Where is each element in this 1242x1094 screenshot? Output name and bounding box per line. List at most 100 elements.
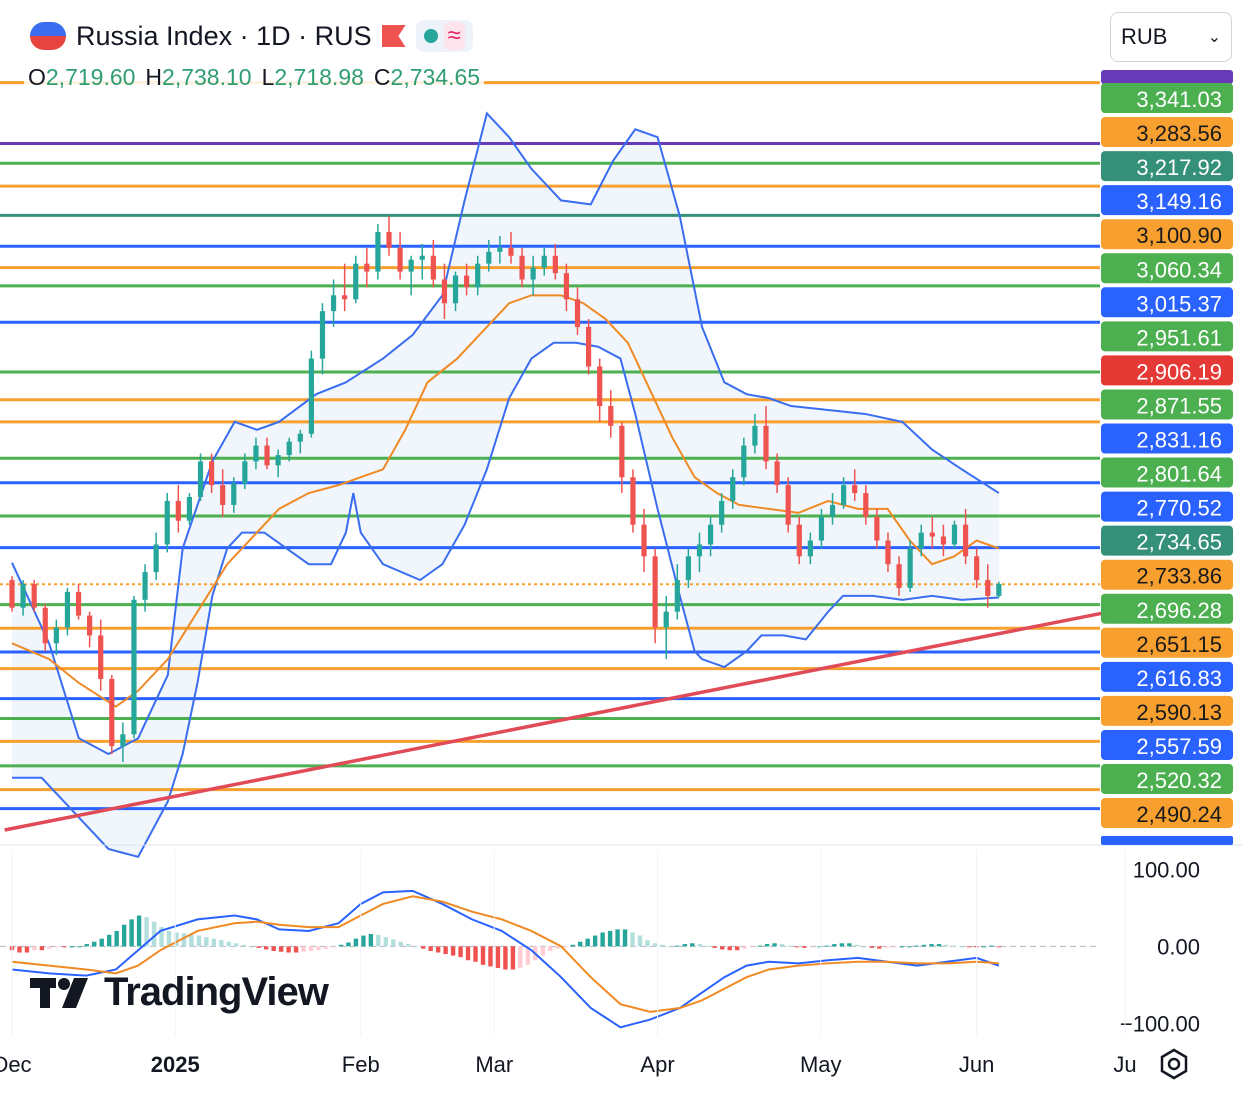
candle[interactable] — [585, 319, 592, 375]
candle[interactable] — [663, 595, 669, 660]
candle[interactable] — [962, 508, 969, 565]
candle[interactable] — [419, 243, 425, 280]
candle[interactable] — [752, 413, 758, 454]
candle[interactable] — [120, 722, 126, 762]
candle[interactable] — [519, 247, 525, 288]
candle[interactable] — [652, 548, 658, 644]
candle[interactable] — [87, 611, 93, 648]
candle[interactable] — [497, 236, 503, 264]
candle[interactable] — [774, 453, 780, 494]
candle[interactable] — [829, 493, 836, 525]
candle[interactable] — [464, 263, 470, 296]
candle[interactable] — [486, 239, 492, 272]
candle[interactable] — [153, 532, 159, 581]
candle[interactable] — [796, 516, 802, 565]
macd-signal-line[interactable] — [11, 895, 999, 1013]
tradingview-logo[interactable]: TradingView — [30, 970, 329, 1015]
candle[interactable] — [64, 587, 71, 636]
candle[interactable] — [696, 532, 703, 573]
candle[interactable] — [918, 524, 924, 557]
candle[interactable] — [552, 243, 558, 280]
candle[interactable] — [353, 255, 359, 304]
candle[interactable] — [630, 469, 636, 533]
candle[interactable] — [730, 469, 736, 509]
candle[interactable] — [541, 247, 547, 276]
candle[interactable] — [951, 520, 958, 549]
candle[interactable] — [707, 516, 714, 557]
candle[interactable] — [508, 232, 514, 264]
candle[interactable] — [220, 469, 226, 517]
candle[interactable] — [98, 619, 104, 691]
candle[interactable] — [53, 619, 59, 656]
bollinger-upper-line[interactable] — [11, 111, 1000, 756]
candle[interactable] — [408, 255, 414, 296]
symbol-title[interactable]: Russia Index · 1D · RUS — [76, 20, 372, 51]
candle[interactable] — [109, 674, 115, 755]
candle[interactable] — [286, 437, 292, 462]
indicator-status-pill[interactable]: ≈ — [415, 20, 473, 52]
candle[interactable] — [940, 524, 947, 557]
currency-select[interactable]: RUB ⌄ — [1110, 12, 1232, 62]
candle[interactable] — [131, 595, 137, 739]
candle[interactable] — [308, 350, 314, 438]
bollinger-lower-line[interactable] — [12, 341, 999, 859]
candle[interactable] — [563, 263, 570, 312]
candle[interactable] — [741, 437, 747, 486]
candle[interactable] — [785, 477, 791, 533]
candle[interactable] — [330, 279, 337, 327]
candle[interactable] — [907, 540, 913, 592]
settings-hexagon-icon[interactable] — [1158, 1048, 1190, 1080]
candle[interactable] — [807, 532, 813, 565]
candle[interactable] — [208, 453, 215, 494]
candle[interactable] — [164, 493, 170, 553]
candle[interactable] — [863, 485, 869, 525]
candle[interactable] — [619, 421, 625, 494]
candle[interactable] — [142, 564, 148, 612]
candle[interactable] — [996, 581, 1002, 598]
candle[interactable] — [574, 287, 581, 335]
candle[interactable] — [475, 255, 481, 296]
candle[interactable] — [929, 516, 935, 549]
moving-average-line[interactable] — [11, 294, 1000, 708]
candle[interactable] — [852, 469, 858, 501]
flag-marker-icon[interactable] — [381, 25, 406, 47]
candle[interactable] — [674, 564, 680, 620]
candle[interactable] — [441, 263, 448, 320]
candle[interactable] — [985, 564, 991, 608]
candle[interactable] — [874, 508, 880, 549]
candle[interactable] — [685, 548, 691, 588]
candle[interactable] — [197, 453, 204, 501]
candle[interactable] — [386, 216, 392, 256]
candle[interactable] — [275, 449, 281, 478]
candle[interactable] — [452, 271, 459, 312]
candle[interactable] — [9, 576, 15, 612]
candle[interactable] — [20, 580, 26, 616]
candle[interactable] — [397, 232, 403, 280]
candle[interactable] — [297, 429, 303, 454]
candle[interactable] — [342, 263, 348, 312]
candle[interactable] — [763, 406, 769, 470]
macd-line[interactable] — [11, 889, 1000, 1029]
candle[interactable] — [186, 493, 193, 525]
candle[interactable] — [974, 548, 980, 588]
candle[interactable] — [231, 477, 237, 513]
candle[interactable] — [430, 239, 436, 288]
candle[interactable] — [175, 485, 181, 533]
candle[interactable] — [841, 477, 847, 509]
support-trendline[interactable] — [4, 599, 1163, 832]
candle[interactable] — [31, 580, 37, 612]
candle[interactable] — [818, 508, 825, 549]
symbol-title-row[interactable]: Russia Index · 1D · RUS ≈ — [24, 20, 479, 52]
candle[interactable] — [253, 437, 259, 470]
candle[interactable] — [264, 437, 270, 470]
candle[interactable] — [242, 453, 248, 490]
candle[interactable] — [896, 556, 902, 596]
candle[interactable] — [364, 247, 370, 288]
candle[interactable] — [641, 508, 647, 573]
candle[interactable] — [42, 603, 48, 652]
candle[interactable] — [375, 224, 381, 280]
candle[interactable] — [885, 532, 891, 573]
candle[interactable] — [75, 584, 82, 620]
